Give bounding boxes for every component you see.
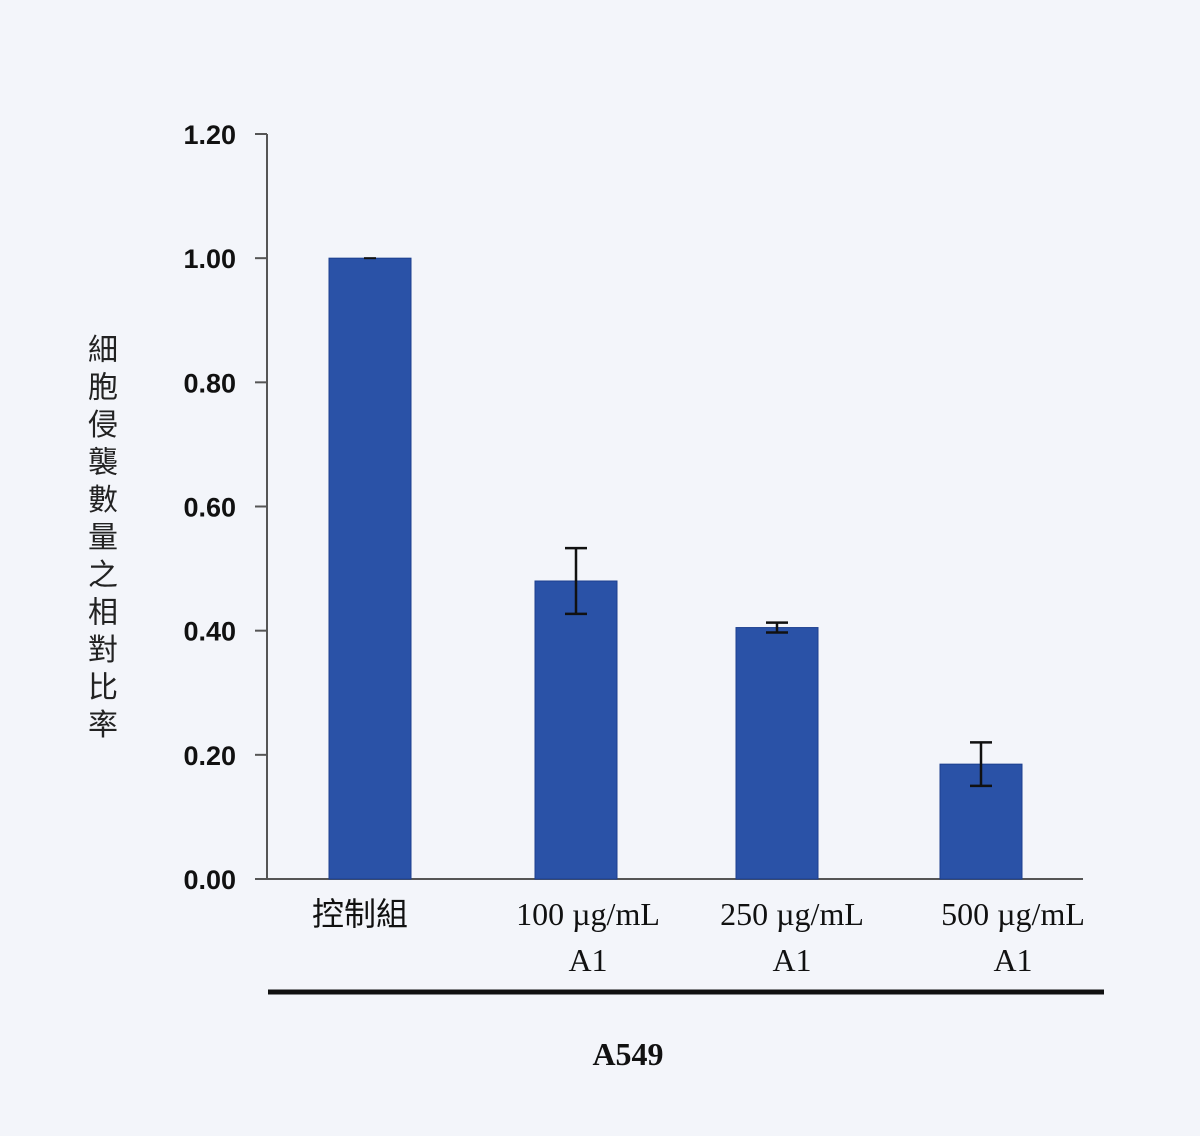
y-tick-label: 0.80 <box>183 368 236 398</box>
y-tick-label: 0.40 <box>183 617 236 647</box>
y-ticks: 0.00 0.20 0.40 0.60 0.80 1.00 1.20 <box>183 120 267 895</box>
x-category-label: A1 <box>568 942 607 978</box>
x-category-label: 控制組 <box>312 896 408 932</box>
group-label: A549 <box>592 1036 663 1072</box>
bars <box>328 257 1023 880</box>
y-tick-label: 0.20 <box>183 741 236 771</box>
y-tick-label: 1.20 <box>183 120 236 150</box>
y-tick-label: 0.00 <box>183 865 236 895</box>
x-category-labels: 控制組 100 µg/mL A1 250 µg/mL A1 500 µg/mL A1 <box>312 896 1085 978</box>
bar <box>328 257 412 880</box>
y-tick-label: 0.60 <box>183 493 236 523</box>
x-category-label: A1 <box>772 942 811 978</box>
x-category-label: 100 µg/mL <box>516 896 660 932</box>
x-category-label: 250 µg/mL <box>720 896 864 932</box>
bar <box>534 580 618 880</box>
x-category-label: A1 <box>993 942 1032 978</box>
y-tick-label: 1.00 <box>183 244 236 274</box>
y-axis-label: 細胞侵襲數量之相對比率 <box>88 333 118 743</box>
bar <box>735 627 819 880</box>
x-category-label: 500 µg/mL <box>941 896 1085 932</box>
group-bracket: A549 <box>268 989 1104 1072</box>
y-axis-title: 細胞侵襲數量之相對比率 <box>88 333 118 743</box>
